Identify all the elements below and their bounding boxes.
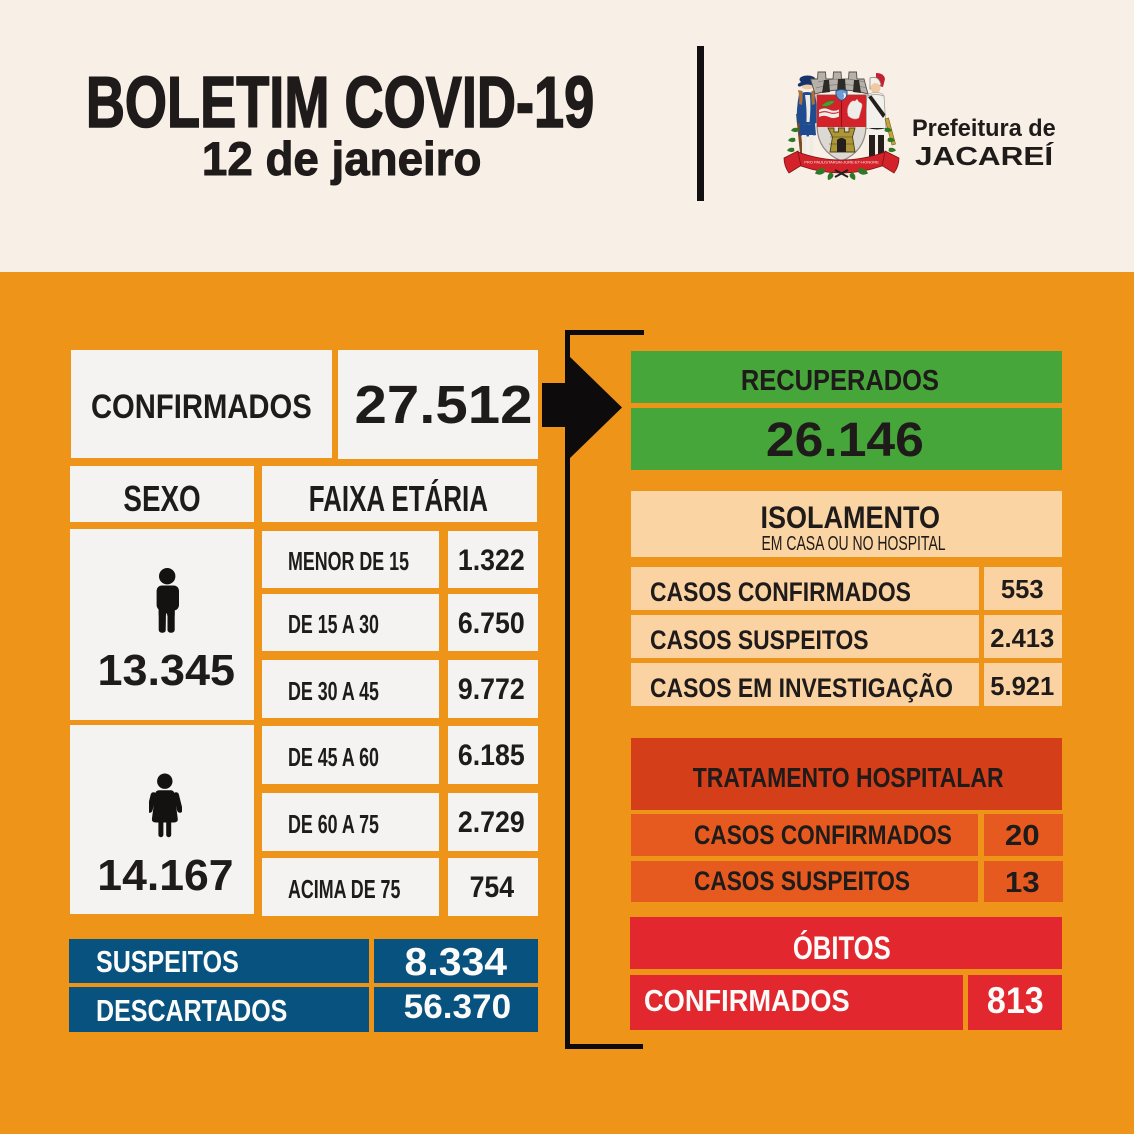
svg-text:PRO PAULISTARUM-JURE-ET-HONORE: PRO PAULISTARUM-JURE-ET-HONORE [804,160,879,165]
